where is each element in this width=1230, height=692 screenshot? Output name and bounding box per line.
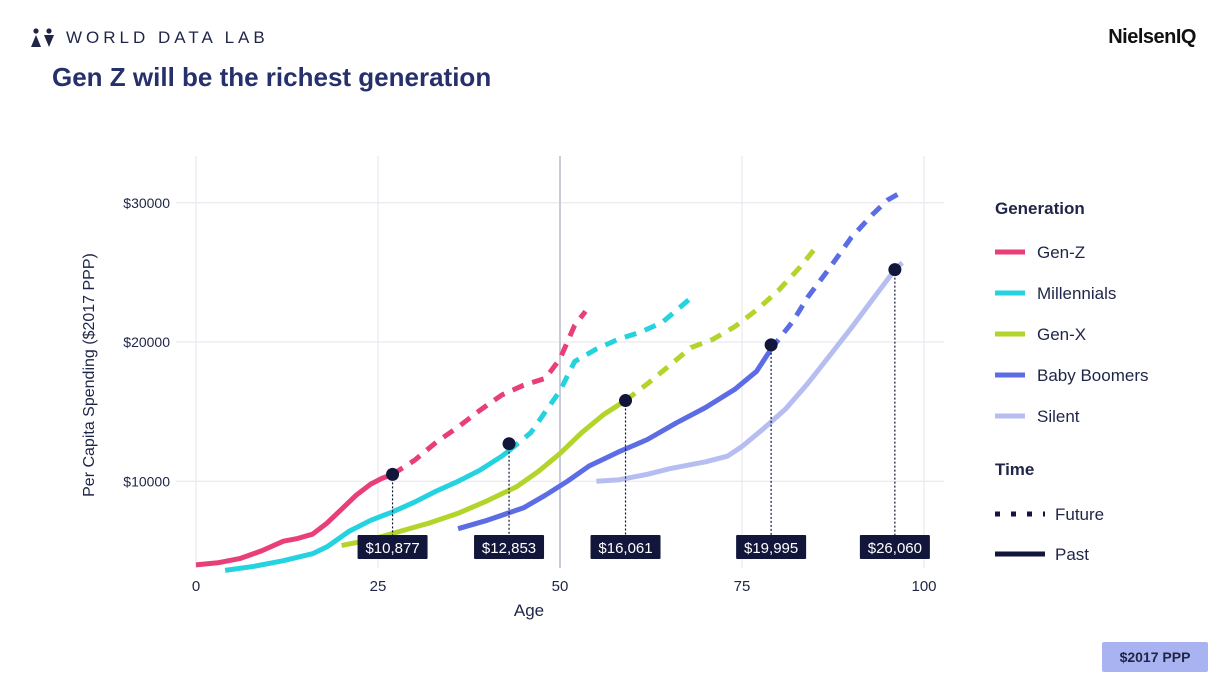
world-data-lab-logo: WORLD DATA LAB (30, 28, 269, 48)
marker-label-box (590, 535, 661, 559)
marker-label: $26,060 (868, 540, 922, 557)
brand-name: WORLD DATA LAB (66, 28, 269, 47)
series-line-past-silent (596, 260, 904, 484)
x-tick-label: 0 (192, 578, 200, 595)
series-line-past-millennials (224, 448, 511, 573)
x-tick-label: 100 (911, 578, 936, 595)
marker-label-box (357, 535, 428, 559)
y-tick-label: $10000 (123, 473, 170, 489)
series-line-past-gen-x (341, 398, 627, 548)
legend-label: Gen-X (1037, 325, 1086, 344)
marker-label: $16,061 (598, 540, 652, 557)
currency-badge: $2017 PPP (1102, 642, 1208, 672)
legend-label: Millennials (1037, 284, 1116, 303)
x-axis-label: Age (514, 601, 544, 620)
series-line-future-baby-boomers (769, 189, 904, 351)
legend-label-future: Future (1055, 505, 1104, 524)
marker-point (386, 467, 400, 481)
legend-label: Silent (1037, 407, 1080, 426)
legend-label: Gen-Z (1037, 243, 1085, 262)
marker-label: $10,877 (365, 540, 419, 557)
legend-label: Baby Boomers (1037, 366, 1149, 385)
y-tick-label: $30000 (123, 195, 170, 211)
marker-point (764, 338, 778, 352)
y-tick-label: $20000 (123, 334, 170, 350)
legend-label-past: Past (1055, 545, 1089, 564)
marker-label-box (859, 535, 930, 559)
series-line-past-gen-z (195, 471, 394, 568)
legend-title-generation: Generation (995, 199, 1085, 218)
x-tick-label: 50 (552, 578, 569, 595)
series-line-past-baby-boomers (457, 347, 774, 532)
marker-point (888, 263, 902, 277)
people-icon (31, 28, 54, 47)
marker-label-box (736, 535, 807, 559)
marker-point (502, 437, 516, 451)
series-line-future-millennials (507, 292, 697, 453)
nielseniq-logo: NielsenIQ (1108, 26, 1196, 48)
series-line-future-gen-z (391, 309, 588, 477)
y-axis-label: Per Capita Spending ($2017 PPP) (81, 253, 98, 497)
marker-label-box (474, 535, 545, 559)
page-title: Gen Z will be the richest generation (52, 62, 492, 92)
marker-point (619, 394, 633, 408)
x-tick-label: 25 (370, 578, 387, 595)
marker-label: $19,995 (744, 540, 798, 557)
legend-title-time: Time (995, 460, 1034, 479)
x-tick-label: 75 (734, 578, 751, 595)
marker-label: $12,853 (482, 540, 536, 557)
